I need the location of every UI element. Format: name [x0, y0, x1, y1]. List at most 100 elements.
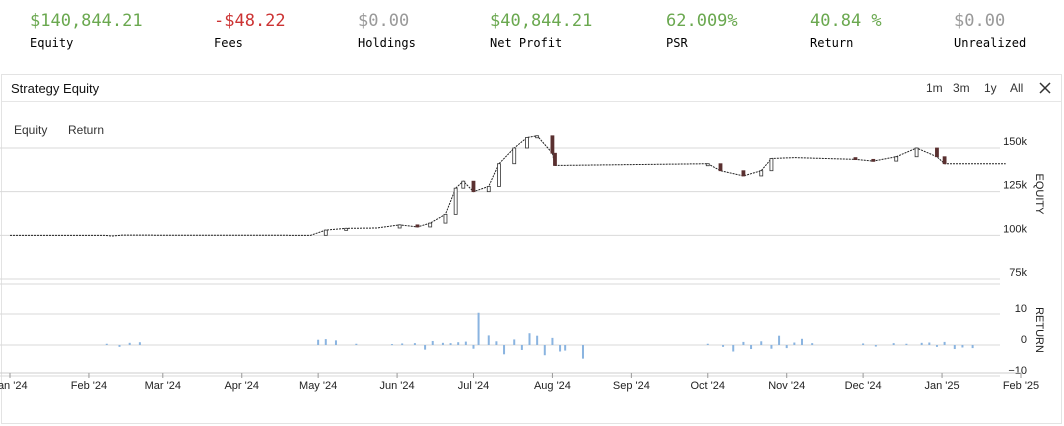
stat-return: 40.84 % Return: [810, 10, 882, 50]
equity-toggle[interactable]: Equity: [14, 123, 48, 137]
equity-candle: [443, 213, 448, 224]
x-tick-label: Jun '24: [380, 380, 415, 392]
range-3m-button[interactable]: 3m: [953, 81, 970, 95]
stat-net-profit: $40,844.21 Net Profit: [490, 10, 592, 50]
return-bar: [118, 345, 121, 347]
x-tick-label: Jan '24: [0, 380, 28, 392]
x-tick-label: Feb '25: [1003, 380, 1039, 392]
stat-fees: -$48.22 Fees: [214, 10, 286, 50]
strategy-equity-panel: Strategy Equity 1m 3m 1y All Equity Retu…: [1, 74, 1062, 424]
equity-candle: [935, 147, 939, 158]
stat-value: $0.00: [954, 11, 1006, 31]
x-tick-label: Mar '24: [145, 380, 181, 392]
range-1y-button[interactable]: 1y: [984, 81, 997, 95]
stat-unrealized: $0.00 Unrealized: [954, 10, 1026, 50]
return-bar: [785, 345, 788, 349]
return-bar: [528, 333, 531, 345]
x-tick-label: Nov '24: [768, 380, 805, 392]
return-bar: [138, 342, 141, 345]
return-bar: [770, 345, 773, 349]
stat-value: $140,844.21: [30, 11, 143, 31]
return-bar: [800, 338, 803, 345]
return-bar: [559, 345, 562, 352]
return-bar: [334, 340, 337, 345]
equity-candle: [769, 158, 774, 172]
return-bar: [128, 342, 131, 345]
return-bar: [732, 345, 735, 352]
range-1m-button[interactable]: 1m: [926, 81, 943, 95]
return-bar: [536, 335, 539, 345]
return-bar: [551, 337, 554, 345]
equity-candle: [705, 163, 710, 167]
equity-candle: [942, 156, 947, 165]
x-tick-label: Dec '24: [845, 380, 882, 392]
chart-title: Strategy Equity: [11, 81, 100, 96]
equity-candle: [741, 170, 746, 177]
return-bar: [543, 345, 546, 356]
return-bar: [317, 339, 320, 345]
return-bar: [441, 342, 444, 345]
return-bar: [943, 341, 946, 345]
equity-candle: [486, 186, 491, 193]
return-bar: [811, 343, 814, 345]
equity-candle: [397, 224, 402, 229]
return-bar: [324, 339, 327, 345]
return-bar: [742, 341, 745, 345]
return-axis-title: RETURN: [1033, 307, 1045, 353]
return-bar: [513, 339, 516, 345]
range-all-button[interactable]: All: [1010, 81, 1024, 95]
equity-axis-title: EQUITY: [1033, 174, 1045, 216]
return-bar: [750, 345, 753, 350]
return-bar: [503, 345, 506, 355]
stat-psr: 62.009% PSR: [666, 10, 738, 50]
equity-tick-label: 125k: [1003, 180, 1027, 192]
return-toggle[interactable]: Return: [68, 123, 105, 137]
return-bar: [722, 345, 725, 347]
x-tick-label: Aug '24: [534, 380, 571, 392]
stat-value: $40,844.21: [490, 11, 593, 31]
return-bar: [778, 335, 781, 345]
equity-candle: [914, 147, 919, 158]
return-bar: [760, 341, 763, 345]
return-bar: [487, 335, 490, 345]
return-tick-label: −10: [1008, 365, 1027, 377]
return-bar: [920, 342, 923, 345]
equity-tick-label: 75k: [1009, 267, 1027, 279]
equity-line: [10, 135, 1006, 237]
x-tick-label: Oct '24: [691, 380, 726, 392]
close-icon[interactable]: [1037, 80, 1053, 96]
return-bar: [477, 312, 480, 345]
equity-candle: [871, 158, 876, 162]
x-tick-label: Sep '24: [613, 380, 650, 392]
return-bar: [457, 342, 460, 345]
return-bar: [401, 343, 404, 345]
stat-label: PSR: [666, 36, 688, 50]
equity-candle: [453, 187, 458, 215]
equity-candle: [428, 222, 433, 228]
equity-candle: [550, 135, 555, 154]
return-tick-label: 10: [1015, 303, 1027, 315]
x-tick-label: Jul '24: [458, 380, 489, 392]
return-bar: [935, 345, 938, 347]
equity-candle: [535, 135, 540, 139]
return-bar: [905, 343, 908, 345]
equity-candle: [718, 163, 723, 172]
x-tick-label: Apr '24: [224, 380, 259, 392]
return-bar: [892, 343, 895, 345]
return-bar: [431, 340, 434, 345]
stat-value: -$48.22: [214, 11, 286, 31]
return-bar: [449, 343, 452, 345]
return-tick-label: 0: [1021, 334, 1027, 346]
equity-candle: [471, 180, 476, 193]
return-bar: [472, 345, 475, 349]
x-tick-label: Feb '24: [71, 380, 107, 392]
x-tick-label: May '24: [299, 380, 337, 392]
equity-tick-label: 150k: [1003, 136, 1027, 148]
stat-value: 40.84 %: [810, 11, 882, 31]
stat-label: Holdings: [358, 36, 416, 50]
stat-label: Equity: [30, 36, 74, 50]
stat-value: $0.00: [358, 11, 410, 31]
statistics-bar: $140,844.21 Equity -$48.22 Fees $0.00 Holding…: [0, 0, 1064, 66]
return-bar: [793, 342, 796, 345]
